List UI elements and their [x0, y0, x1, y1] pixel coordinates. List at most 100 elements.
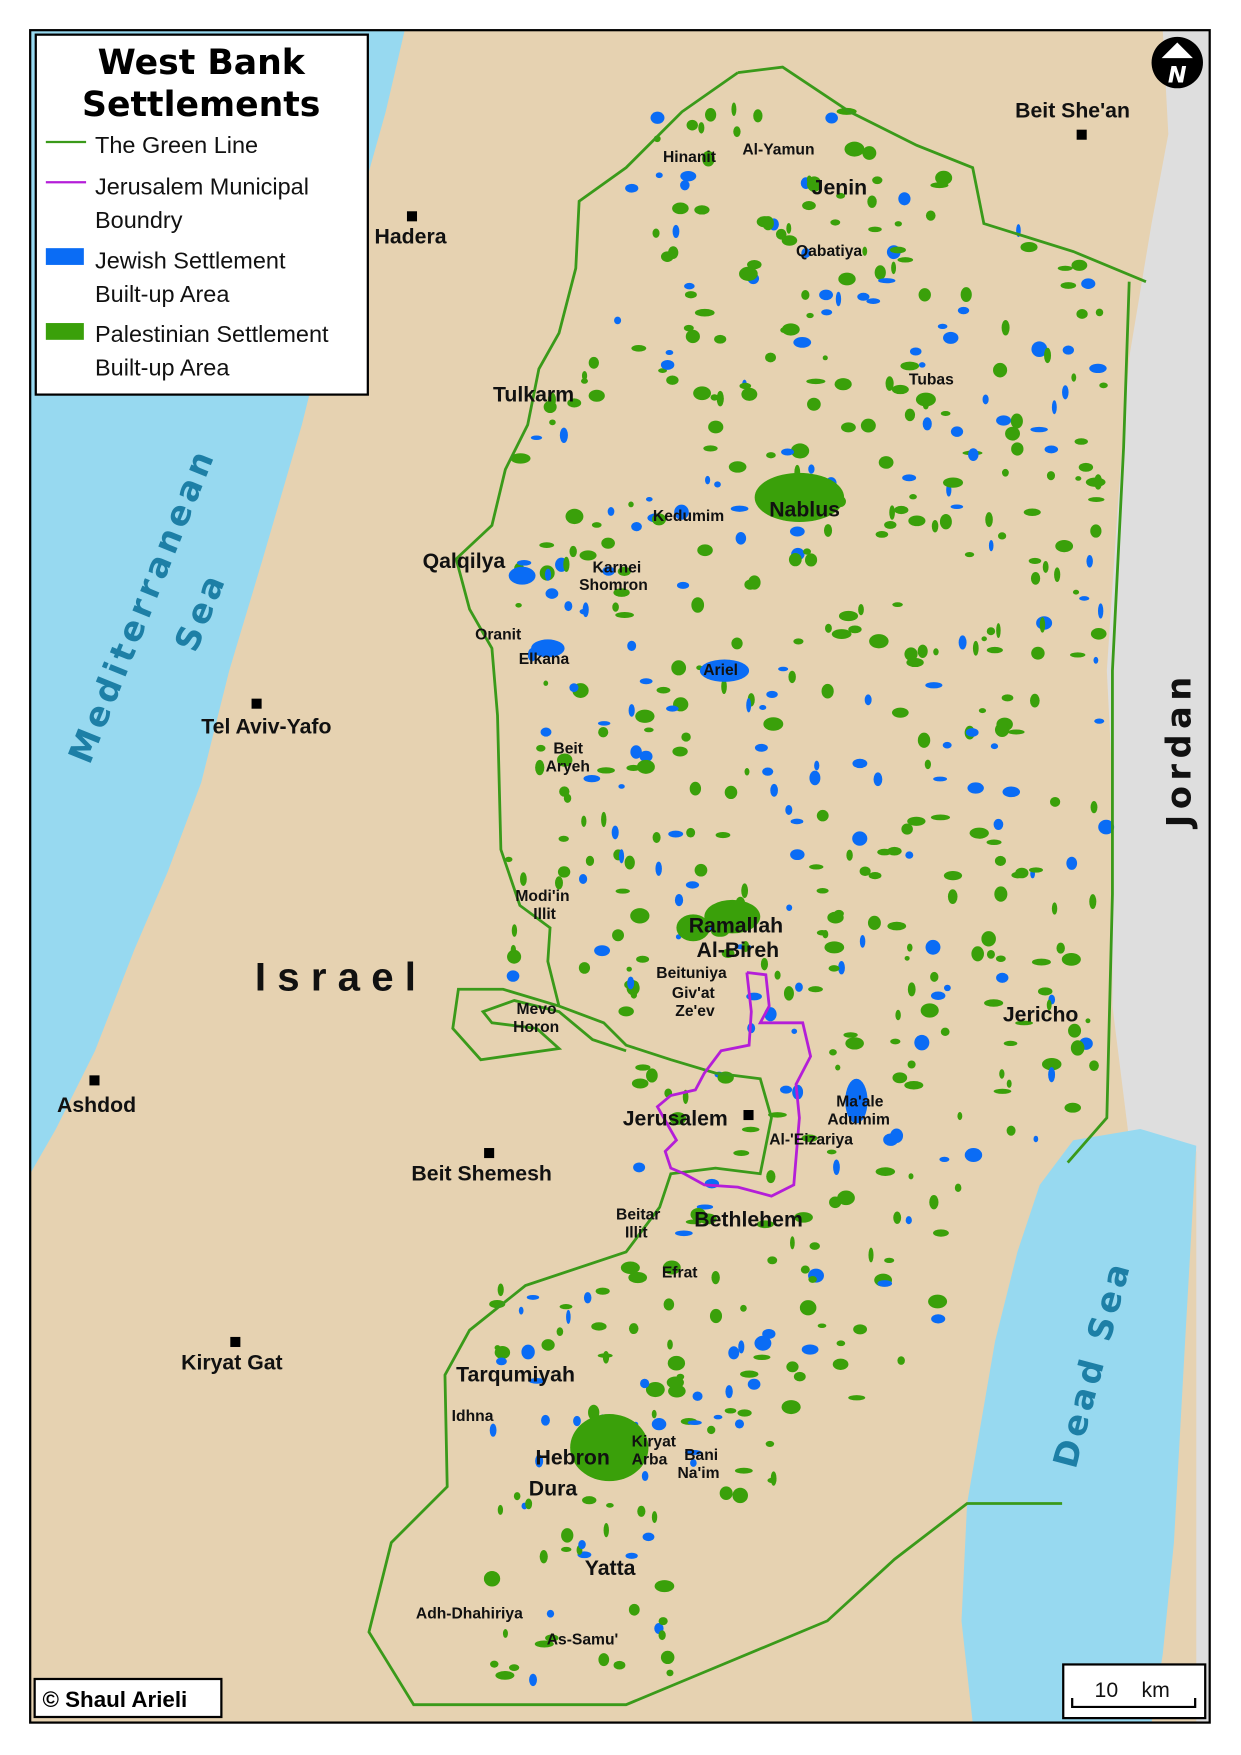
palestinian-settlement-area [689, 781, 702, 796]
palestinian-settlement-area [887, 921, 907, 931]
palestinian-settlement-area [981, 636, 987, 642]
palestinian-settlement-area [1028, 867, 1044, 873]
palestinian-settlement-area [613, 1660, 626, 1670]
palestinian-settlement-area [996, 623, 1001, 639]
palestinian-settlement-area [515, 602, 522, 608]
palestinian-settlement-area [509, 1664, 520, 1672]
palestinian-settlement-area [827, 911, 844, 924]
palestinian-settlement-area [868, 872, 882, 880]
palestinian-settlement-area [875, 531, 889, 538]
jewish-settlement-area [611, 825, 619, 840]
palestinian-settlement-area [753, 1354, 771, 1361]
jewish-settlement-area [852, 831, 868, 846]
palestinian-settlement-area [859, 866, 871, 877]
palestinian-settlement-area [1015, 1020, 1033, 1026]
settlement-area [508, 566, 536, 585]
palestinian-settlement-area [591, 522, 602, 528]
palestinian-settlement-area [904, 408, 916, 422]
jewish-settlement-area [544, 568, 552, 581]
jewish-settlement-area [866, 298, 881, 305]
palestinian-settlement-area [628, 1323, 639, 1335]
city-label: Qalqilya [423, 549, 506, 573]
palestinian-settlement-area [954, 1183, 962, 1192]
palestinian-settlement-area [536, 744, 546, 752]
jewish-settlement-area [730, 505, 749, 512]
jewish-settlement-area [964, 1148, 983, 1163]
palestinian-settlement-area [1044, 347, 1052, 364]
palestinian-settlement-area [740, 1304, 747, 1312]
jewish-settlement-area [535, 1454, 544, 1468]
palestinian-settlement-area [939, 514, 952, 530]
palestinian-settlement-area [556, 1327, 564, 1337]
palestinian-settlement-area [539, 1550, 548, 1564]
palestinian-settlement-area [694, 863, 708, 877]
palestinian-settlement-area [707, 1425, 716, 1435]
palestinian-settlement-area [845, 1037, 864, 1050]
jewish-settlement-area [808, 464, 815, 474]
palestinian-settlement-area [602, 1350, 610, 1364]
palestinian-settlement-area [960, 287, 972, 303]
palestinian-settlement-area [1071, 373, 1077, 382]
palestinian-settlement-area [1072, 589, 1080, 595]
palestinian-settlement-area [993, 1088, 1012, 1094]
palestinian-settlement-area [806, 378, 826, 385]
palestinian-settlement-area [716, 390, 724, 407]
palestinian-settlement-area [1069, 652, 1086, 658]
palestinian-settlement-area [756, 1220, 774, 1229]
jewish-settlement-area [795, 982, 803, 992]
palestinian-settlement-area [807, 397, 821, 411]
jewish-settlement-area [890, 1128, 904, 1143]
jewish-settlement-area [583, 1292, 592, 1304]
palestinian-settlement-area [816, 888, 829, 894]
palestinian-settlement-area [836, 1340, 846, 1347]
palestinian-settlement-area [947, 889, 958, 905]
legend-label: The Green Line [95, 132, 258, 158]
palestinian-settlement-area [697, 544, 713, 557]
jewish-settlement-area [528, 1378, 546, 1384]
jewish-settlement-area [630, 745, 642, 759]
palestinian-settlement-area [940, 1027, 950, 1037]
palestinian-settlement-area [908, 515, 926, 527]
city-label: Bethlehem [694, 1207, 803, 1231]
jewish-settlement-area [529, 1673, 537, 1687]
jewish-settlement-area [675, 1230, 693, 1237]
jewish-settlement-area [864, 694, 872, 706]
town-label: Ma'ale [836, 1094, 883, 1111]
palestinian-settlement-area [1031, 958, 1051, 966]
palestinian-settlement-area [786, 1361, 799, 1373]
jewish-settlement-area [814, 760, 820, 771]
jewish-settlement-area [573, 1415, 581, 1427]
palestinian-settlement-area [907, 1060, 916, 1069]
town-label: Idhna [452, 1408, 494, 1425]
jewish-settlement-area [660, 359, 675, 370]
palestinian-settlement-area [628, 1603, 640, 1616]
palestinian-settlement-area [497, 1283, 504, 1297]
jewish-settlement-area [877, 1280, 893, 1287]
town-label: Kedumim [653, 508, 724, 525]
jewish-settlement-area [766, 690, 778, 699]
jewish-settlement-area [594, 945, 611, 957]
palestinian-settlement-area [740, 1370, 759, 1378]
palestinian-settlement-area [793, 638, 804, 645]
settlement-area [699, 659, 750, 682]
jewish-settlement-area [713, 1414, 723, 1420]
palestinian-settlement-area [598, 727, 609, 738]
legend-title: Settlements [82, 85, 320, 125]
palestinian-settlement-area [711, 1270, 720, 1285]
palestinian-settlement-area [822, 355, 828, 361]
palestinian-settlement-area [1068, 1023, 1082, 1038]
palestinian-settlement-area [651, 1511, 658, 1524]
palestinian-settlement-area [928, 1294, 948, 1309]
palestinian-settlement-area [617, 566, 631, 576]
town-label: Al-Yamun [742, 141, 814, 158]
jewish-settlement-area [996, 415, 1012, 426]
palestinian-settlement-area [924, 759, 931, 770]
palestinian-settlement-area [901, 823, 913, 835]
jewish-settlement-area [909, 347, 922, 356]
jewish-settlement-area [518, 1306, 524, 1315]
palestinian-settlement-area [585, 855, 595, 867]
palestinian-settlement-area [986, 627, 996, 636]
palestinian-settlement-area [904, 647, 918, 661]
palestinian-settlement-area [535, 759, 545, 776]
